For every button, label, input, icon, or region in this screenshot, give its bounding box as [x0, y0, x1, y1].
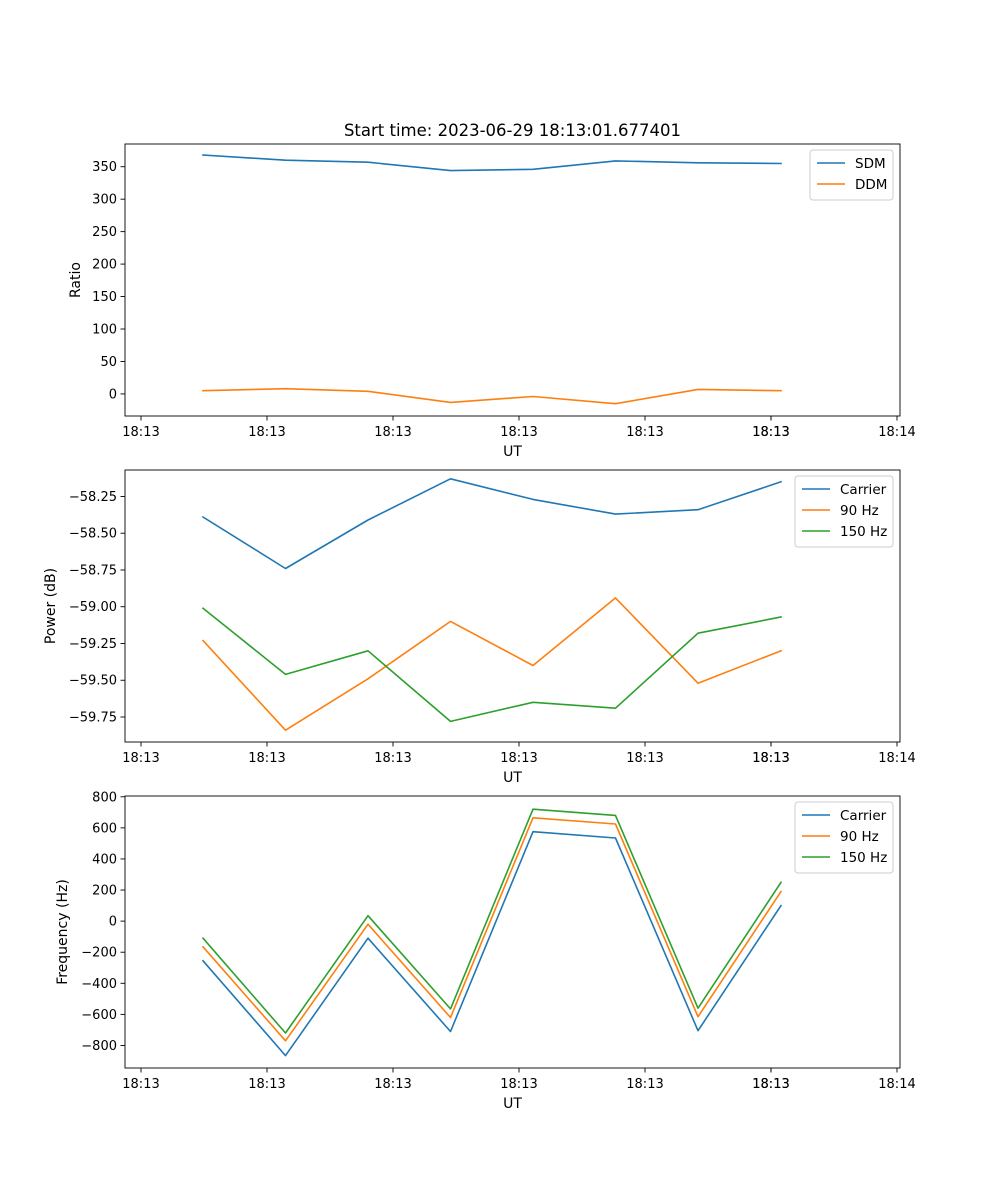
- y-tick-label: −59.75: [69, 711, 117, 726]
- x-tick-label: 18:13: [122, 425, 159, 440]
- y-tick-label: −58.50: [69, 527, 117, 542]
- series-line-ddm: [202, 387, 782, 405]
- legend-label: 150 Hz: [840, 850, 887, 866]
- y-tick-label: −59.50: [69, 674, 117, 689]
- series-line-carrier: [201, 477, 783, 570]
- x-tick-label: 18:13: [500, 751, 537, 766]
- series-line-sdm: [202, 154, 782, 172]
- x-tick-label: 18:13: [752, 1077, 789, 1092]
- x-tick-label: 18:13: [752, 751, 789, 766]
- y-tick-label: −59.25: [69, 637, 117, 652]
- x-tick-label: 18:13: [752, 425, 789, 440]
- y-tick-label: 0: [109, 387, 117, 402]
- legend-label: Carrier: [840, 482, 887, 498]
- x-tick-label: 18:13: [752, 425, 789, 440]
- x-tick-label: 18:13: [122, 1077, 159, 1092]
- series-line-carrier: [201, 830, 783, 1057]
- chart-title: Start time: 2023-06-29 18:13:01.677401: [344, 121, 681, 140]
- plot-frame: [124, 469, 901, 743]
- y-tick-label: 600: [92, 821, 117, 836]
- x-tick-label: 18:13: [500, 425, 537, 440]
- x-tick-label: 18:13: [626, 425, 663, 440]
- x-tick-label: 18:13: [500, 1077, 537, 1092]
- x-tick-label: 18:13: [626, 751, 663, 766]
- y-tick-label: 250: [92, 225, 117, 240]
- series-line-150-hz: [201, 607, 782, 723]
- x-tick-label: 18:14: [878, 425, 915, 440]
- legend-label: 90 Hz: [840, 829, 879, 845]
- legend: [794, 801, 894, 874]
- legend-label: 150 Hz: [840, 524, 887, 540]
- x-axis-label: UT: [503, 770, 522, 786]
- y-axis-label: Ratio: [68, 262, 84, 298]
- y-tick-label: 400: [92, 852, 117, 867]
- x-tick-label: 18:13: [752, 751, 789, 766]
- plot-frame: [124, 795, 901, 1069]
- legend-label: 90 Hz: [840, 503, 879, 519]
- y-tick-label: 350: [92, 160, 117, 175]
- legend: [794, 475, 894, 548]
- y-axis-label: Frequency (Hz): [55, 879, 71, 985]
- series-line-90-hz: [201, 816, 783, 1042]
- y-tick-label: 300: [92, 193, 117, 208]
- y-tick-label: −200: [81, 946, 117, 961]
- y-tick-label: −600: [81, 1008, 117, 1023]
- plot-frame: [124, 143, 901, 417]
- x-tick-label: 18:13: [374, 1077, 411, 1092]
- x-tick-label: 18:14: [878, 751, 915, 766]
- y-tick-label: 50: [100, 355, 117, 370]
- y-tick-label: −58.25: [69, 490, 117, 505]
- x-axis-label: UT: [503, 444, 522, 460]
- y-tick-label: 100: [92, 323, 117, 338]
- y-tick-label: −59.00: [69, 600, 117, 615]
- x-axis-label: UT: [503, 1096, 522, 1112]
- legend-label: DDM: [855, 177, 887, 193]
- x-tick-label: 18:13: [248, 425, 285, 440]
- y-tick-label: −58.75: [69, 563, 117, 578]
- x-tick-label: 18:13: [626, 1077, 663, 1092]
- series-line-150-hz: [201, 808, 783, 1034]
- y-tick-label: −800: [81, 1039, 117, 1054]
- x-tick-label: 18:13: [752, 1077, 789, 1092]
- y-tick-label: −400: [81, 977, 117, 992]
- legend-label: SDM: [855, 156, 886, 172]
- y-tick-label: 200: [92, 258, 117, 273]
- x-tick-label: 18:13: [248, 1077, 285, 1092]
- y-tick-label: 800: [92, 790, 117, 805]
- x-tick-label: 18:13: [374, 425, 411, 440]
- y-axis-label: Power (dB): [43, 568, 59, 644]
- y-tick-label: 0: [109, 915, 117, 930]
- x-tick-label: 18:14: [878, 1077, 915, 1092]
- series-line-90-hz: [201, 597, 783, 732]
- x-tick-label: 18:13: [122, 751, 159, 766]
- legend-label: Carrier: [840, 808, 887, 824]
- x-tick-label: 18:13: [374, 751, 411, 766]
- y-tick-label: 150: [92, 290, 117, 305]
- y-tick-label: 200: [92, 884, 117, 899]
- x-tick-label: 18:13: [248, 751, 285, 766]
